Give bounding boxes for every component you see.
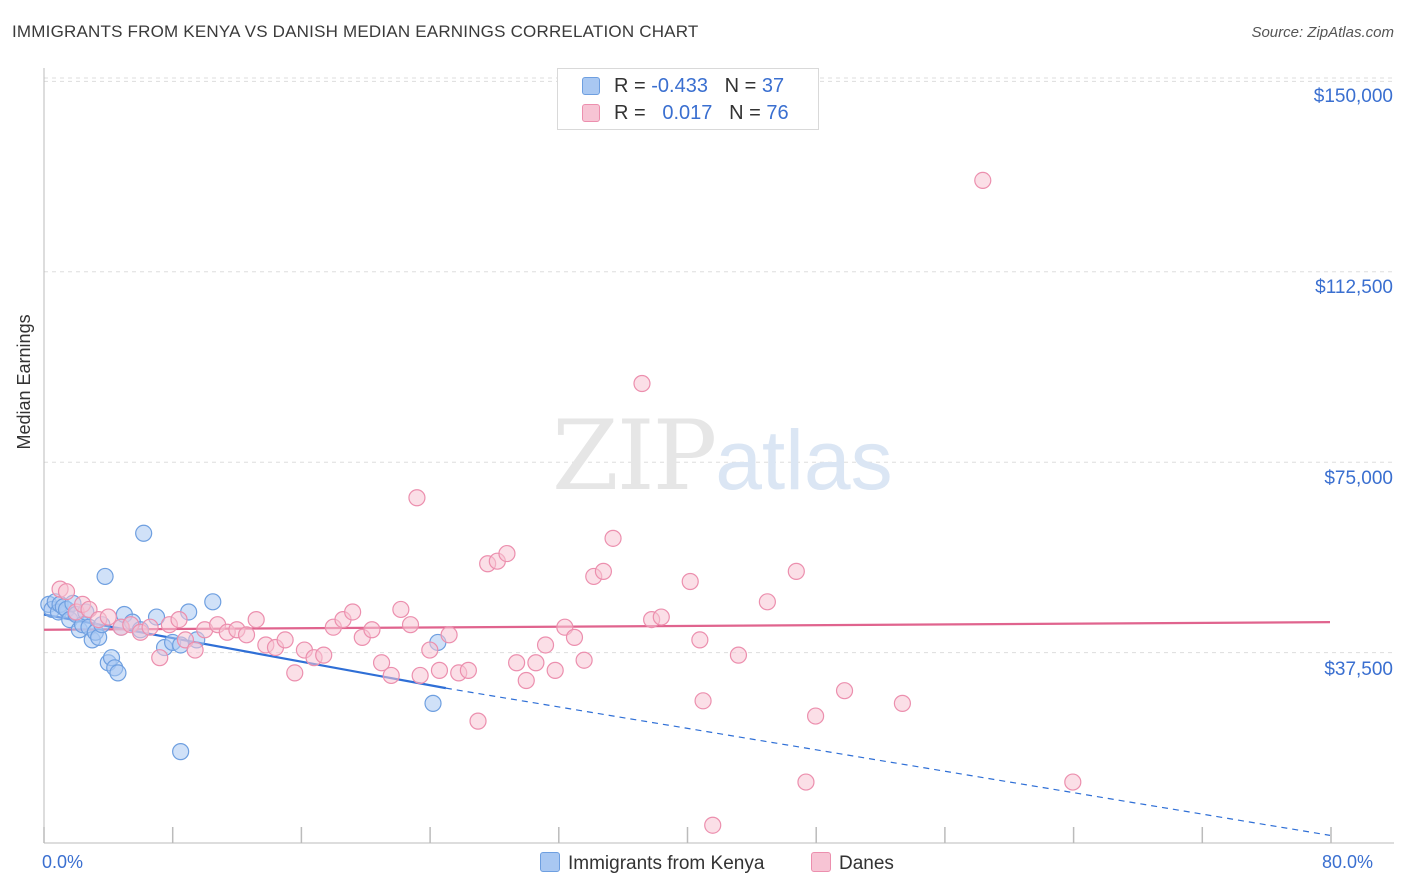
data-point-danes — [315, 646, 333, 664]
watermark-atlas: atlas — [715, 413, 893, 507]
bottom-legend-label-danes: Danes — [839, 853, 894, 874]
legend-swatch-danes — [582, 104, 600, 122]
data-point-danes — [527, 654, 545, 672]
legend-r-label: R = — [614, 102, 646, 124]
correlation-legend: R = -0.433 N = 37 R = 0.017 N = 76 — [557, 68, 819, 130]
data-point-danes — [546, 661, 564, 679]
y-tick-label: $75,000 — [1324, 468, 1393, 489]
watermark: ZIPatlas — [552, 400, 893, 512]
data-point-danes — [508, 654, 526, 672]
data-point-danes — [758, 593, 776, 611]
bottom-legend-swatch-danes — [811, 852, 831, 872]
data-point-danes — [440, 626, 458, 644]
data-point-danes — [363, 621, 381, 639]
data-point-danes — [498, 544, 516, 563]
data-point-danes — [286, 664, 304, 682]
data-point-danes — [344, 603, 362, 621]
bottom-legend-label-kenya: Immigrants from Kenya — [568, 853, 765, 874]
bottom-legend-kenya: Immigrants from Kenya — [540, 852, 764, 875]
bottom-legend-danes: Danes — [811, 852, 894, 875]
data-point-danes — [401, 616, 420, 634]
watermark-zip: ZIP — [552, 400, 717, 512]
legend-n-label: N = — [724, 75, 757, 97]
data-point-danes — [372, 654, 391, 672]
data-point-danes — [681, 572, 699, 591]
data-point-kenya — [135, 524, 153, 542]
trend-line-kenya — [43, 613, 447, 690]
data-point-danes — [151, 649, 169, 667]
data-point-danes — [276, 631, 294, 649]
data-point-danes — [382, 666, 400, 685]
data-point-danes — [186, 641, 204, 659]
data-point-kenya — [109, 664, 127, 682]
data-point-kenya — [96, 567, 114, 586]
data-point-danes — [517, 671, 535, 690]
data-point-danes — [411, 666, 429, 685]
data-point-kenya — [172, 743, 190, 761]
data-point-danes — [57, 583, 76, 601]
data-point-danes — [691, 631, 709, 649]
data-point-danes — [797, 773, 815, 791]
data-point-danes — [99, 608, 117, 626]
legend-swatch-kenya — [582, 77, 600, 95]
trend-line-danes — [43, 621, 1331, 631]
chart-source: Source: ZipAtlas.com — [1251, 24, 1394, 41]
data-point-danes — [170, 610, 188, 629]
data-point-danes — [806, 707, 825, 725]
data-point-danes — [787, 562, 805, 580]
data-point-danes — [704, 816, 722, 834]
y-tick-label: $150,000 — [1313, 86, 1393, 107]
x-tick-label-max: 80.0% — [1322, 852, 1374, 872]
data-point-danes — [421, 641, 439, 659]
trend-lines — [43, 613, 1331, 836]
data-point-danes — [694, 692, 712, 710]
grid-lines — [44, 77, 1394, 654]
data-point-kenya — [424, 694, 442, 712]
y-tick-label: $37,500 — [1324, 659, 1393, 680]
y-axis-label: Median Earnings — [14, 314, 34, 450]
data-points — [40, 171, 1082, 834]
data-point-danes — [459, 661, 477, 679]
data-point-danes — [893, 694, 912, 712]
y-tick-label: $112,500 — [1315, 277, 1393, 298]
data-point-danes — [469, 712, 487, 730]
data-point-danes — [652, 608, 670, 626]
trend-line-extension — [445, 687, 1331, 836]
data-point-danes — [594, 562, 613, 580]
bottom-legend-swatch-kenya — [540, 852, 560, 872]
chart-title: IMMIGRANTS FROM KENYA VS DANISH MEDIAN E… — [12, 22, 699, 41]
data-point-danes — [633, 374, 651, 393]
data-point-danes — [729, 646, 748, 664]
data-point-danes — [604, 529, 622, 547]
legend-r-value: 0.017 — [662, 102, 713, 124]
data-point-danes — [408, 489, 426, 507]
legend-r-label: R = — [614, 75, 646, 97]
data-point-danes — [141, 618, 159, 636]
data-point-danes — [392, 600, 410, 619]
data-point-danes — [575, 651, 593, 669]
legend-r-value: -0.433 — [651, 75, 708, 97]
data-point-danes — [536, 636, 555, 654]
data-point-danes — [835, 682, 854, 700]
legend-n-label: N = — [729, 102, 761, 124]
data-point-danes — [237, 626, 256, 644]
data-point-danes — [430, 661, 449, 679]
legend-n-value: 37 — [761, 75, 785, 97]
data-point-danes — [247, 610, 265, 629]
data-point-danes — [565, 628, 584, 646]
x-tick-label-min: 0.0% — [42, 852, 84, 872]
data-point-danes — [1064, 773, 1082, 791]
axes — [43, 68, 1394, 844]
legend-n-value: 76 — [766, 102, 789, 124]
data-point-danes — [974, 171, 992, 189]
data-point-kenya — [204, 593, 222, 611]
